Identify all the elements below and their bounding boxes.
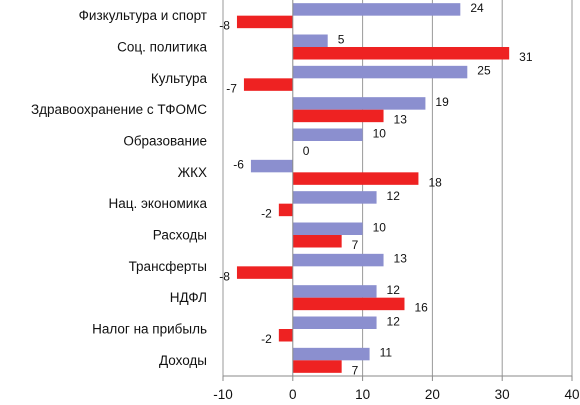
x-tick-label: 40 [564, 387, 579, 402]
data-label: 13 [394, 252, 408, 266]
x-tick-label: 20 [425, 387, 440, 402]
bar-series-2 [236, 266, 293, 279]
bar-series-2 [292, 109, 384, 123]
data-label: 18 [428, 175, 442, 189]
category-label: НДФЛ [170, 290, 207, 305]
data-label: -8 [219, 269, 230, 283]
bar-series-1 [292, 65, 468, 79]
bar-series-2 [292, 47, 510, 60]
labels: -10 0 10 20 30 40 Физкультура и спорт 24 -8 Соц. … [31, 1, 580, 402]
data-label: 13 [394, 113, 408, 127]
data-label: 25 [477, 64, 491, 78]
bar-series-1 [292, 253, 384, 267]
category-label: Доходы [159, 353, 207, 368]
category-label: Расходы [153, 228, 207, 243]
category-label: Физкультура и спорт [79, 8, 207, 23]
bar-series-1 [292, 128, 363, 141]
data-label: -2 [261, 332, 272, 346]
bar-series-2 [292, 235, 342, 248]
data-label: 7 [352, 363, 359, 377]
bar-series-2 [278, 203, 293, 217]
bar-series-1 [292, 97, 426, 110]
x-tick-label: 10 [355, 387, 370, 402]
data-label: 5 [338, 32, 345, 46]
bar-series-2 [292, 360, 342, 373]
data-label: -6 [233, 158, 244, 172]
data-label: 16 [414, 301, 428, 315]
bar-series-2 [278, 329, 293, 342]
category-label: Здравоохранение с ТФОМС [31, 102, 207, 117]
axes [222, 0, 573, 381]
bar-series-1 [250, 159, 293, 173]
x-tick-label: -10 [213, 387, 233, 402]
category-label: ЖКХ [178, 165, 207, 180]
data-label: -2 [261, 207, 272, 221]
data-label: 24 [470, 1, 484, 15]
category-label: Нац. экономика [109, 196, 208, 211]
category-label: Трансферты [129, 259, 207, 274]
bar-series-2 [292, 172, 419, 185]
bar-series-1 [292, 34, 328, 47]
data-label: 11 [380, 346, 393, 360]
category-label: Соц. политика [117, 40, 207, 55]
data-label: 0 [303, 144, 310, 158]
bar-series-1 [292, 3, 461, 16]
category-label: Налог на прибыль [92, 322, 207, 337]
data-label: 19 [435, 95, 449, 109]
x-tick-label: 30 [495, 387, 510, 402]
data-label: -7 [226, 81, 237, 95]
data-label: 31 [519, 50, 533, 64]
data-label: 12 [387, 283, 401, 297]
bar-series-1 [292, 347, 370, 361]
bar-series-1 [292, 191, 377, 204]
category-label: Образование [123, 134, 207, 149]
data-label: 12 [387, 189, 401, 203]
data-label: 12 [387, 314, 401, 328]
gridlines [222, 0, 573, 376]
bar-series-1 [292, 316, 377, 329]
x-tick-label: 0 [289, 387, 297, 402]
bar-series-2 [236, 15, 293, 29]
bar-series-2 [243, 78, 293, 91]
category-label: Культура [151, 71, 208, 86]
data-label: 10 [373, 220, 387, 234]
bar-series-1 [292, 285, 377, 298]
bars [236, 3, 510, 373]
bar-series-2 [292, 297, 405, 311]
data-label: 7 [352, 238, 359, 252]
bar-series-1 [292, 222, 363, 235]
data-label: -8 [219, 19, 230, 33]
data-label: 10 [373, 126, 387, 140]
